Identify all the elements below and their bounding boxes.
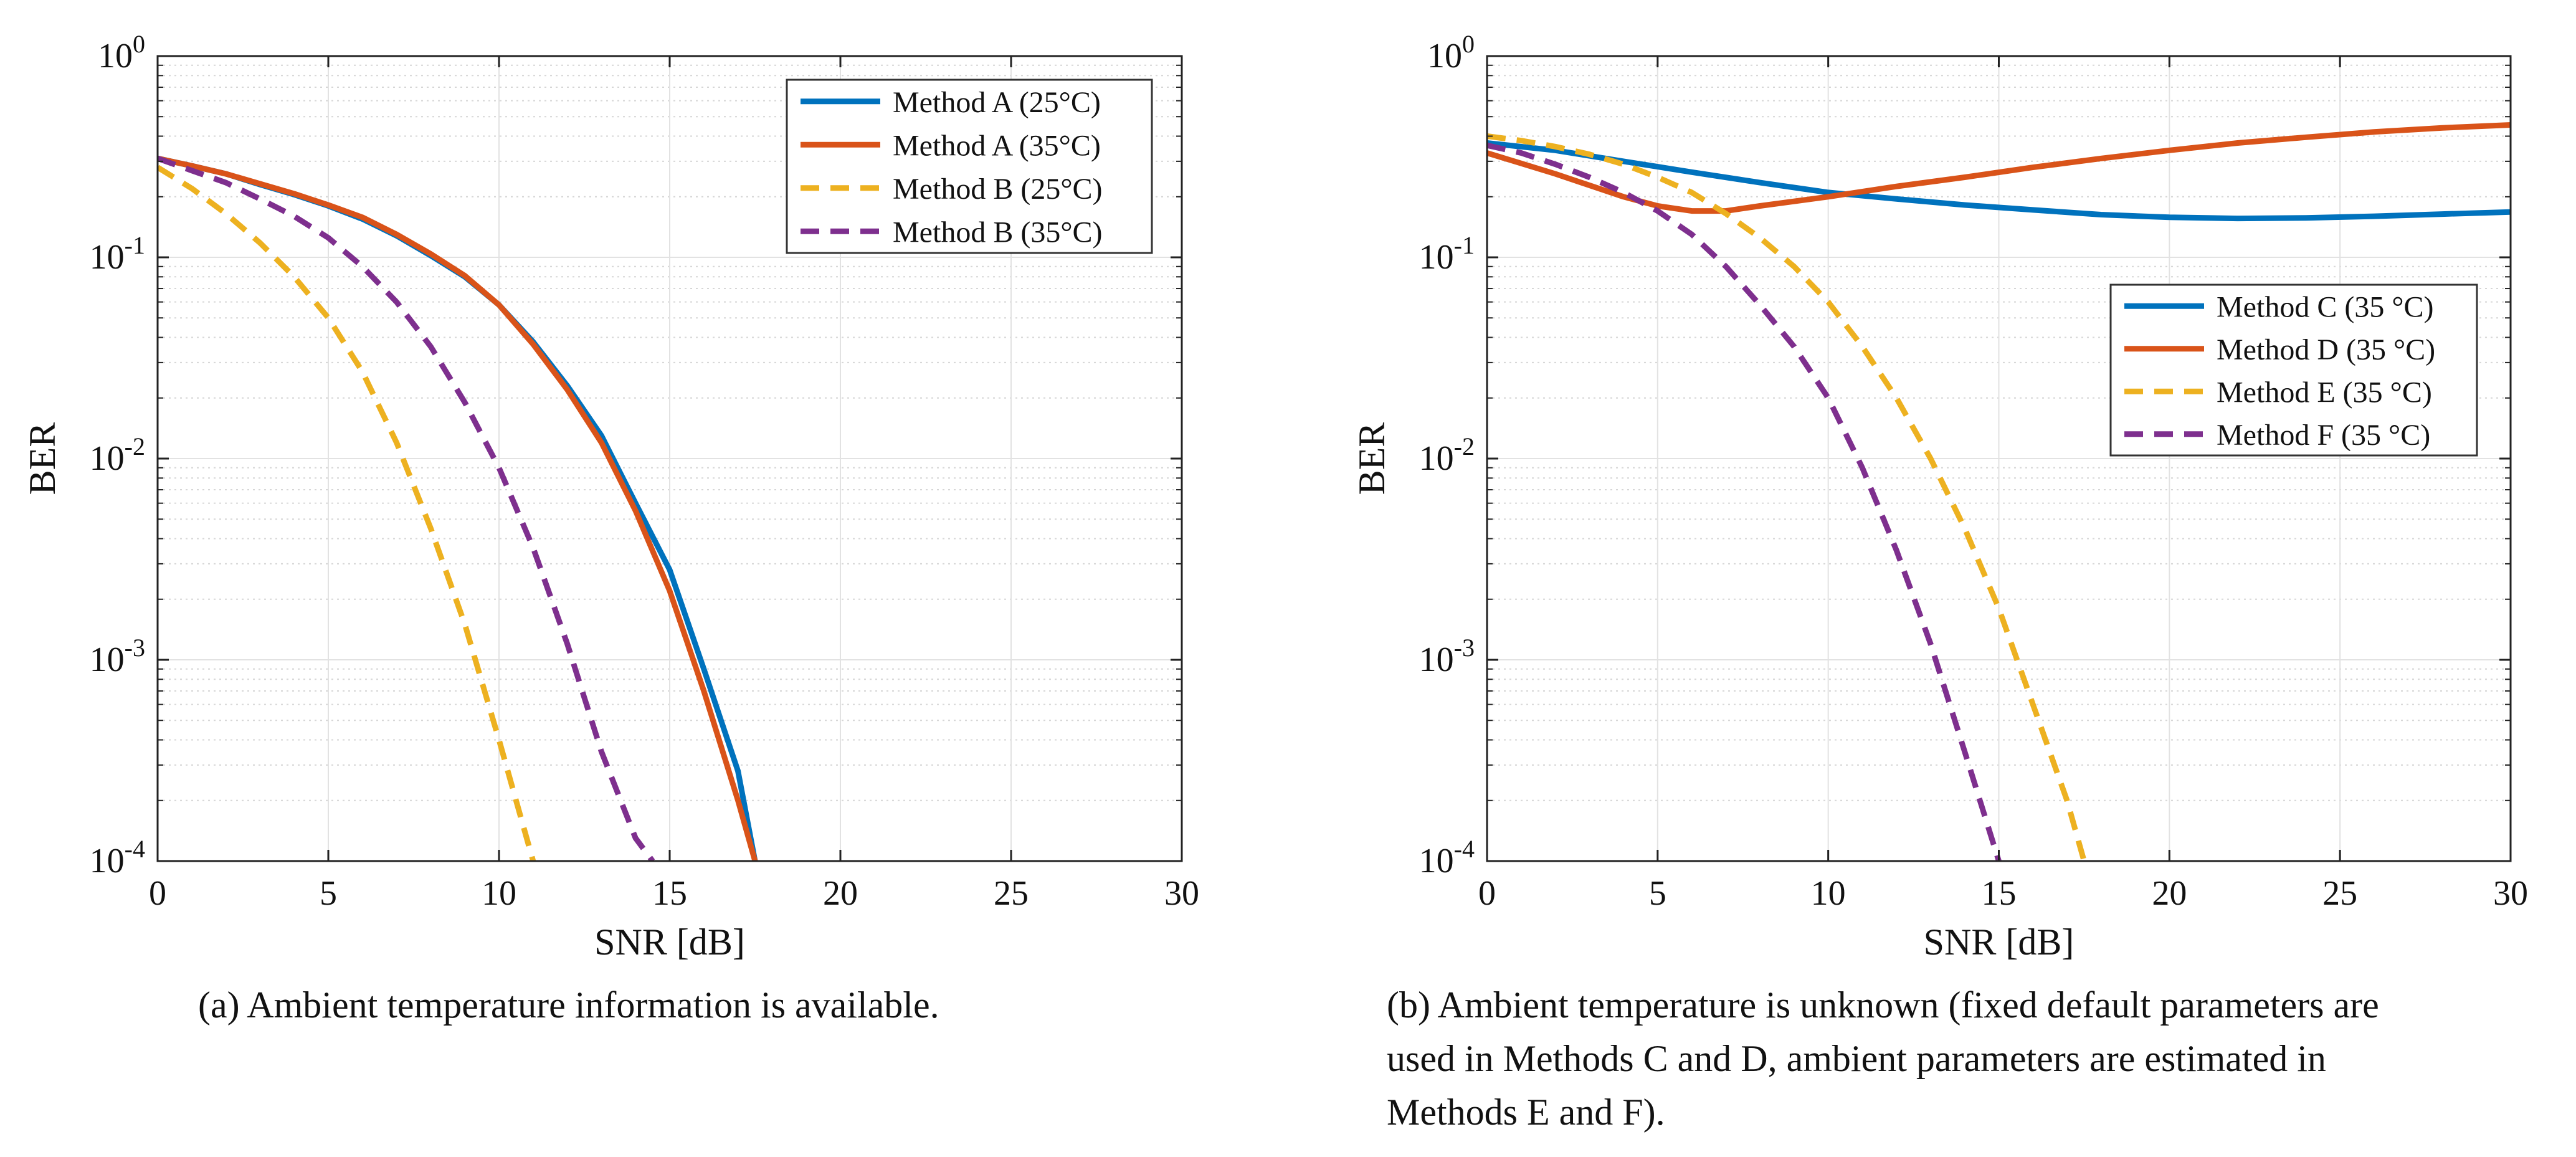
- y-axis-label: BER: [1351, 422, 1392, 495]
- x-tick-label: 15: [1982, 874, 2017, 913]
- legend: Method C (35 °C) Method D (35 °C) Method E…: [2109, 283, 2478, 457]
- caption-b-line-3: Methods E and F).: [1387, 1092, 1665, 1133]
- y-tick-label: 10-3: [90, 634, 145, 679]
- y-tick-label: 10-2: [90, 432, 145, 478]
- caption-b-line-1: (b) Ambient temperature is unknown (fixe…: [1387, 984, 2379, 1026]
- x-tick-label: 20: [823, 874, 858, 913]
- x-tick-label: 20: [2152, 874, 2187, 913]
- series-line-2: [1487, 122, 2511, 214]
- y-tick-label: 100: [98, 30, 145, 75]
- chart-panel-a: 0 5 10 15 20 25 30 10-4 10-3 10-2 10-1 100 SNR [dB] B…: [22, 30, 1199, 963]
- x-axis-label: SNR [dB]: [594, 921, 745, 963]
- legend-label-4: Method B (35°C): [893, 216, 1103, 249]
- legend: Method A (25°C) Method A (35°C) Method B (…: [786, 79, 1153, 254]
- y-tick-label: 10-1: [1419, 231, 1475, 277]
- x-tick-label: 5: [320, 874, 337, 913]
- series-line-3: [1487, 133, 2087, 861]
- x-tick-label: 25: [2322, 874, 2357, 913]
- caption-a: (a) Ambient temperature information is a…: [198, 984, 939, 1026]
- x-tick-label: 25: [994, 874, 1029, 913]
- y-tick-label: 10-3: [1419, 634, 1475, 679]
- chart-panel-b: 0 5 10 15 20 25 30 10-4 10-3 10-2 10-1 100 SNR [dB] B…: [1351, 30, 2528, 963]
- series-line-1: [1487, 140, 2511, 222]
- series-line-3: [158, 164, 536, 861]
- y-tick-label: 10-1: [90, 231, 145, 277]
- legend-label-1: Method C (35 °C): [2217, 290, 2434, 323]
- series-group: [1487, 122, 2511, 861]
- x-axis-label: SNR [dB]: [1924, 921, 2075, 963]
- y-axis-label: BER: [22, 422, 63, 495]
- x-tick-label: 0: [149, 874, 166, 913]
- legend-label-3: Method B (25°C): [893, 173, 1103, 206]
- y-tick-label: 10-4: [1419, 835, 1475, 880]
- x-tick-label: 30: [1164, 874, 1199, 913]
- x-tick-label: 0: [1478, 874, 1496, 913]
- legend-label-3: Method E (35 °C): [2217, 376, 2432, 409]
- x-tick-label: 5: [1649, 874, 1666, 913]
- legend-label-2: Method A (35°C): [893, 129, 1101, 162]
- ticks: 0 5 10 15 20 25 30 10-4 10-3 10-2 10-1 100: [90, 30, 1199, 913]
- series-line-2: [158, 155, 758, 861]
- legend-box: [2109, 283, 2478, 457]
- ticks: 0 5 10 15 20 25 30 10-4 10-3 10-2 10-1 100: [1419, 30, 2528, 913]
- x-tick-label: 10: [482, 874, 516, 913]
- x-tick-label: 15: [652, 874, 687, 913]
- series-line-4: [158, 156, 655, 861]
- caption-b: (b) Ambient temperature is unknown (fixe…: [1387, 978, 2564, 1139]
- legend-label-2: Method D (35 °C): [2217, 333, 2435, 366]
- y-tick-label: 10-4: [90, 835, 145, 880]
- series-group: [158, 155, 758, 861]
- x-tick-label: 10: [1811, 874, 1846, 913]
- legend-box: [786, 79, 1153, 254]
- legend-label-1: Method A (25°C): [893, 86, 1101, 119]
- x-tick-label: 30: [2493, 874, 2528, 913]
- legend-label-4: Method F (35 °C): [2217, 419, 2430, 452]
- y-tick-label: 100: [1427, 30, 1475, 75]
- caption-b-line-2: used in Methods C and D, ambient paramet…: [1387, 1038, 2326, 1079]
- y-tick-label: 10-2: [1419, 432, 1475, 478]
